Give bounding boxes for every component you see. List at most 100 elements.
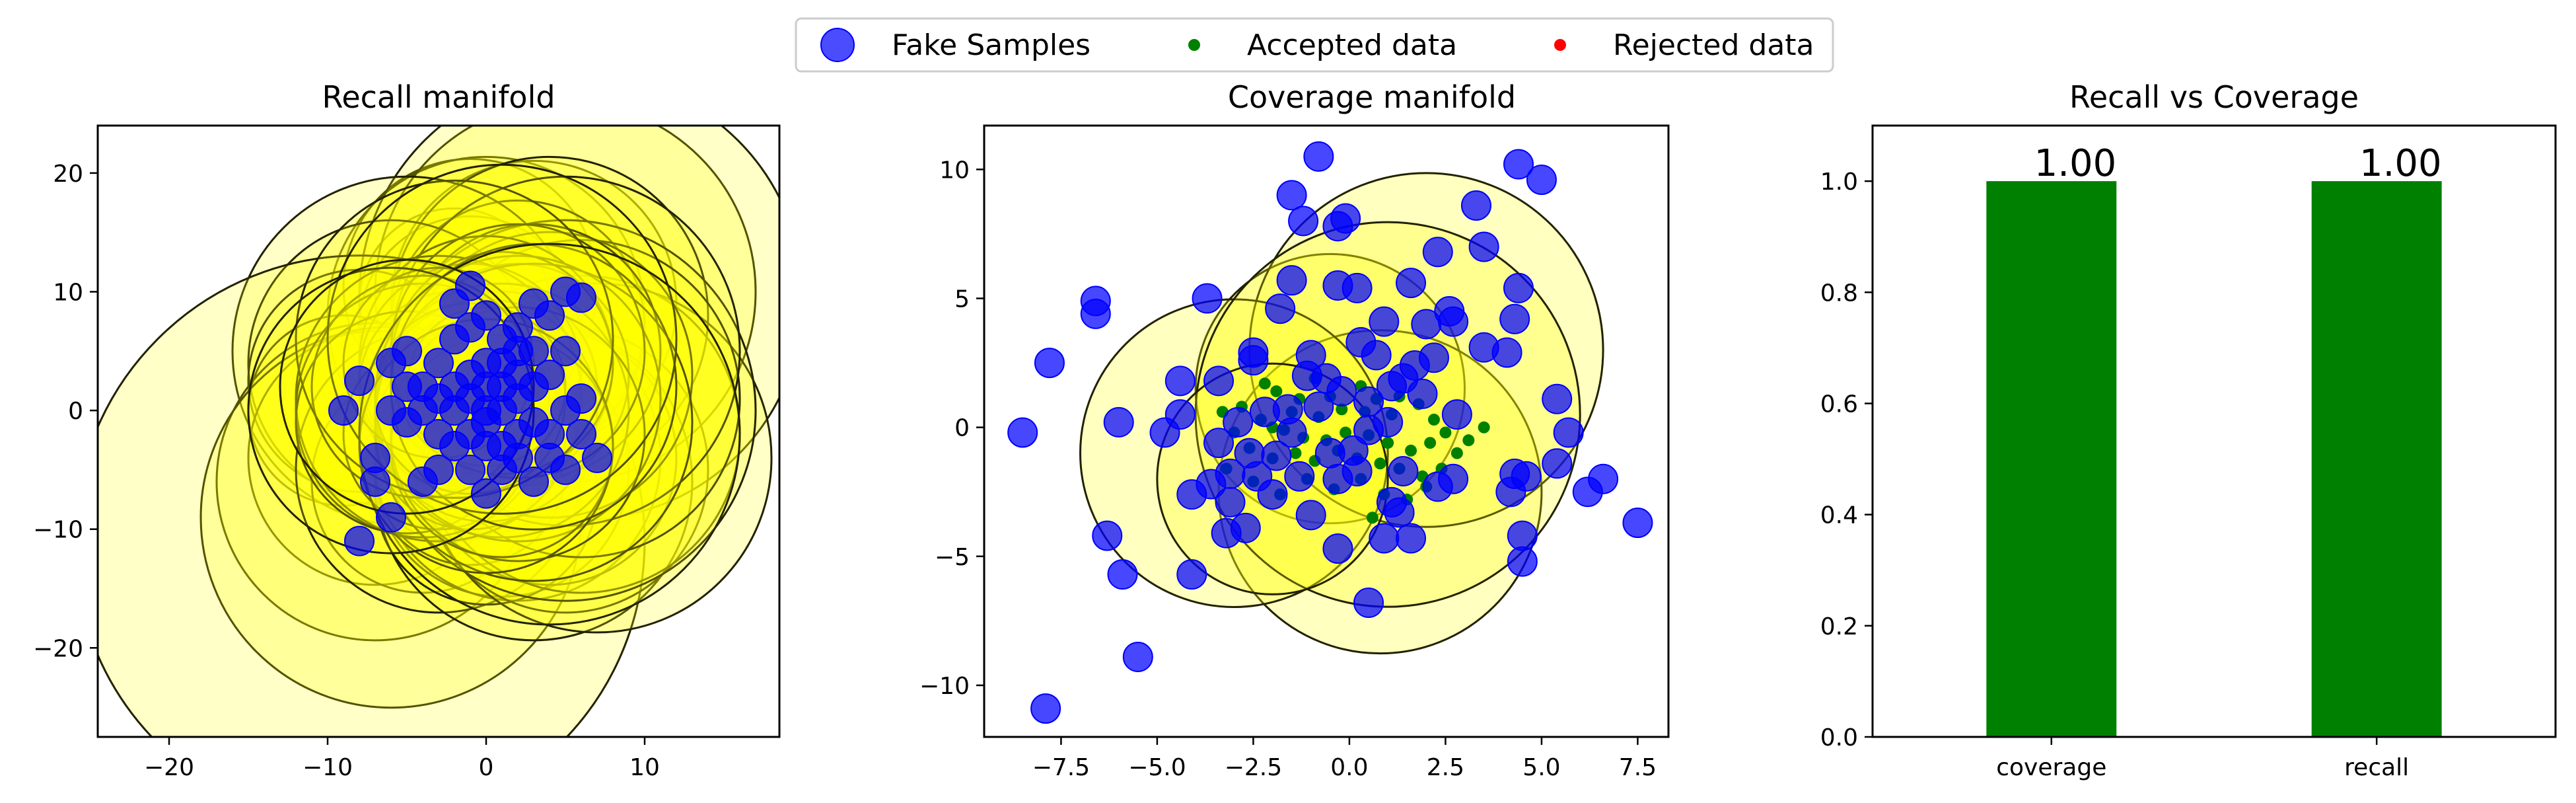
fake-sample-point [1107,559,1138,590]
fake-sample-point [1353,386,1384,417]
recall-manifold-ytick-label: 10 [53,279,83,306]
fake-sample-point [1203,365,1234,397]
fake-sample-point [1007,417,1038,448]
fake-sample-point [582,442,612,473]
recall-manifold-ytick-label: 0 [68,398,83,425]
fake-sample-point [1441,399,1472,430]
accepted-data-point [1270,385,1283,398]
fake-sample-point [1265,293,1296,325]
fake-sample-point [566,282,596,313]
fake-sample-point [534,300,565,331]
fake-sample-point [1215,458,1246,489]
coverage-manifold-xtick-label: 2.5 [1427,754,1464,781]
fake-sample-point [1257,479,1288,510]
fake-sample-point [1369,306,1400,337]
fake-sample-point [344,365,375,397]
recall-vs-coverage-panel: Recall vs Coverage 1.00 1.00 coverage reca… [1820,79,2557,781]
fake-sample-point [1080,298,1111,329]
fake-sample-point [1503,149,1534,180]
accepted-data-point [1366,512,1378,524]
recall-manifold-xtick-label: −20 [144,754,194,781]
fake-sample-point [1396,523,1427,554]
fake-sample-point [534,418,565,449]
fake-sample-point [1542,383,1573,414]
coverage-manifold-ytick-label: −10 [919,673,970,700]
coverage-manifold-ytick-label: 10 [939,157,970,184]
fake-sample-point [1192,283,1223,314]
fake-sample-point [1303,391,1334,422]
fake-sample-point [360,466,390,497]
fake-sample-point [566,418,596,449]
legend-label-accepted-data: Accepted data [1247,28,1457,62]
accepted-data-point [1439,426,1452,439]
fake-sample-point [1276,417,1307,448]
fake-sample-point [471,430,501,461]
legend-label-fake-samples: Fake Samples [892,28,1091,62]
accepted-data-point [1336,403,1348,416]
coverage-manifold-xtick-label: −5.0 [1128,754,1186,781]
fake-sample-point [1034,348,1065,379]
fake-sample-point [439,288,470,319]
fake-sample-point [376,502,406,533]
fake-sample-point [1284,461,1315,492]
bar-value-label-recall: 1.00 [2359,142,2442,185]
coverage-manifold-xtick-label: −2.5 [1225,754,1282,781]
fake-sample-point [1361,340,1392,371]
fake-sample-point [1322,533,1353,564]
recall-vs-coverage-ticks: coverage recall 0.0 0.2 0.4 0.6 0.8 1.0 [1820,169,2409,781]
recall-manifold-ytick-label: 20 [53,161,83,188]
fake-sample-point [1373,406,1404,438]
legend-marker-accepted-data [1188,39,1200,51]
accepted-data-point [1374,457,1386,470]
fake-sample-point [376,395,406,426]
recall-manifold-xtick-label: −10 [303,754,353,781]
fake-sample-point [1223,406,1254,438]
fake-sample-point [1418,342,1449,373]
fake-sample-point [1438,306,1469,337]
fake-sample-point [423,348,454,379]
recall-manifold-xtick-label: 0 [479,754,494,781]
fake-sample-point [1588,463,1619,494]
fake-sample-point [455,454,485,485]
fake-sample-point [1438,463,1469,494]
recall-vs-coverage-ytick-label: 1.0 [1820,169,1858,196]
fake-sample-point [1507,546,1538,577]
recall-manifold-ytick-label: −10 [33,517,83,544]
coverage-manifold-xtick-label: 5.0 [1522,754,1560,781]
coverage-manifold-ytick-label: 5 [954,286,970,313]
recall-manifold-title: Recall manifold [322,79,555,115]
fake-sample-point [1164,365,1196,397]
fake-sample-point [1376,371,1407,402]
fake-sample-point [1422,237,1453,268]
accepted-data-point [1450,447,1463,459]
accepted-data-point [1340,426,1352,439]
coverage-manifold-title: Coverage manifold [1228,79,1516,115]
bar-value-label-coverage: 1.00 [2034,142,2117,185]
coverage-manifold-panel: Coverage manifold −7.5 −5.0 −2.5 0.0 2.5 5.0 7… [919,79,1670,781]
fake-sample-point [423,454,454,485]
accepted-data-point [1424,437,1437,449]
recall-manifold-panel: Recall manifold −20 −10 0 10 −20 −10 0 10 20 [33,79,781,781]
fake-sample-point [566,383,596,414]
fake-sample-point [1342,272,1373,303]
fake-sample-point [1542,448,1573,479]
legend-marker-fake-samples [820,28,855,62]
fake-sample-point [1330,203,1361,234]
fake-sample-point [550,454,581,485]
recall-manifold-xtick-label: 10 [629,754,660,781]
recall-manifold-ytick-label: −20 [33,635,83,662]
fake-sample-point [1622,508,1653,539]
fake-sample-point [1303,141,1334,172]
recall-manifold-ticks: −20 −10 0 10 −20 −10 0 10 20 [33,161,660,781]
fake-sample-point [471,371,501,402]
recall-vs-coverage-ytick-label: 0.4 [1820,502,1858,529]
fake-sample-point [1249,397,1280,428]
accepted-data-point [1427,413,1440,426]
recall-vs-coverage-ytick-label: 0.6 [1820,391,1858,418]
fake-sample-point [1092,520,1123,551]
recall-vs-coverage-axes-frame [1871,124,2557,738]
fake-sample-point [439,324,470,355]
fake-sample-point [1122,642,1153,673]
fake-sample-point [1396,268,1427,299]
fake-sample-point [1460,190,1491,221]
